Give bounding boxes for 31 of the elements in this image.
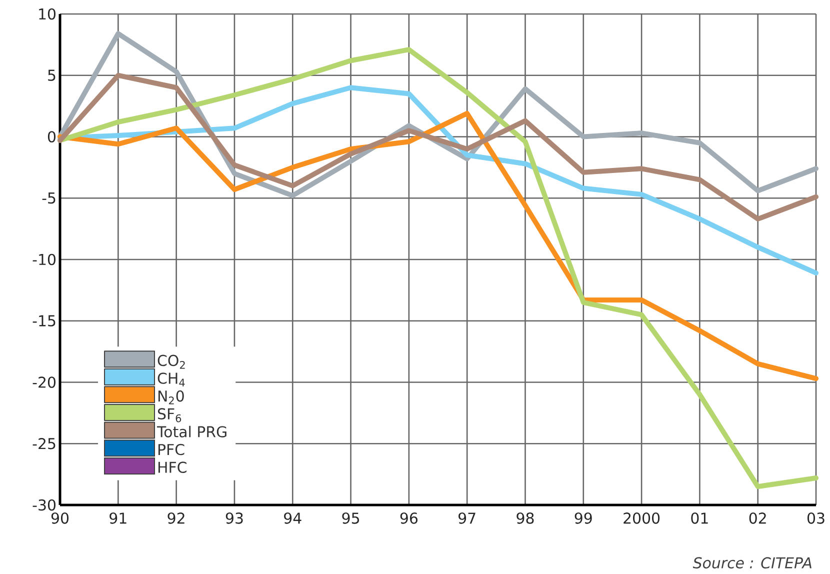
legend-label: Total PRG bbox=[156, 426, 226, 438]
y-tick-label: -20 bbox=[32, 376, 56, 388]
legend-label: HFC bbox=[158, 462, 186, 473]
x-tick-label: 96 bbox=[400, 512, 418, 524]
x-tick-label: 02 bbox=[749, 512, 766, 524]
x-tick-label: 90 bbox=[51, 512, 69, 524]
y-tick-label: 0 bbox=[48, 131, 56, 142]
y-tick-label: 5 bbox=[48, 70, 56, 81]
x-tick-label: 99 bbox=[574, 512, 592, 524]
x-tick-label: 97 bbox=[458, 512, 476, 524]
legend-label: CH$_{4}$ bbox=[158, 372, 185, 386]
y-tick-label: -25 bbox=[32, 438, 56, 450]
x-tick-label: 03 bbox=[807, 512, 824, 524]
y-tick-label: -10 bbox=[32, 254, 56, 266]
legend-label: PFC bbox=[158, 444, 184, 456]
x-tick-label: 98 bbox=[516, 512, 534, 524]
legend-label: N$_{2}$0 bbox=[158, 390, 184, 404]
x-tick-label: 93 bbox=[226, 512, 243, 524]
y-tick-label: -30 bbox=[32, 499, 56, 511]
source-note: Source : CITEPA bbox=[692, 557, 812, 568]
legend-label: CO$_{2}$ bbox=[158, 354, 185, 369]
x-tick-label: 94 bbox=[284, 512, 302, 524]
legend-label: SF$_{6}$ bbox=[158, 408, 182, 422]
x-tick-label: 2000 bbox=[624, 512, 660, 524]
y-tick-label: -15 bbox=[32, 315, 56, 326]
x-tick-label: 92 bbox=[168, 512, 184, 524]
x-tick-label: 01 bbox=[691, 512, 708, 524]
y-tick-label: -5 bbox=[42, 192, 56, 204]
x-tick-label: 91 bbox=[110, 512, 126, 524]
x-tick-label: 95 bbox=[342, 512, 359, 524]
y-tick-label: 10 bbox=[39, 8, 56, 20]
